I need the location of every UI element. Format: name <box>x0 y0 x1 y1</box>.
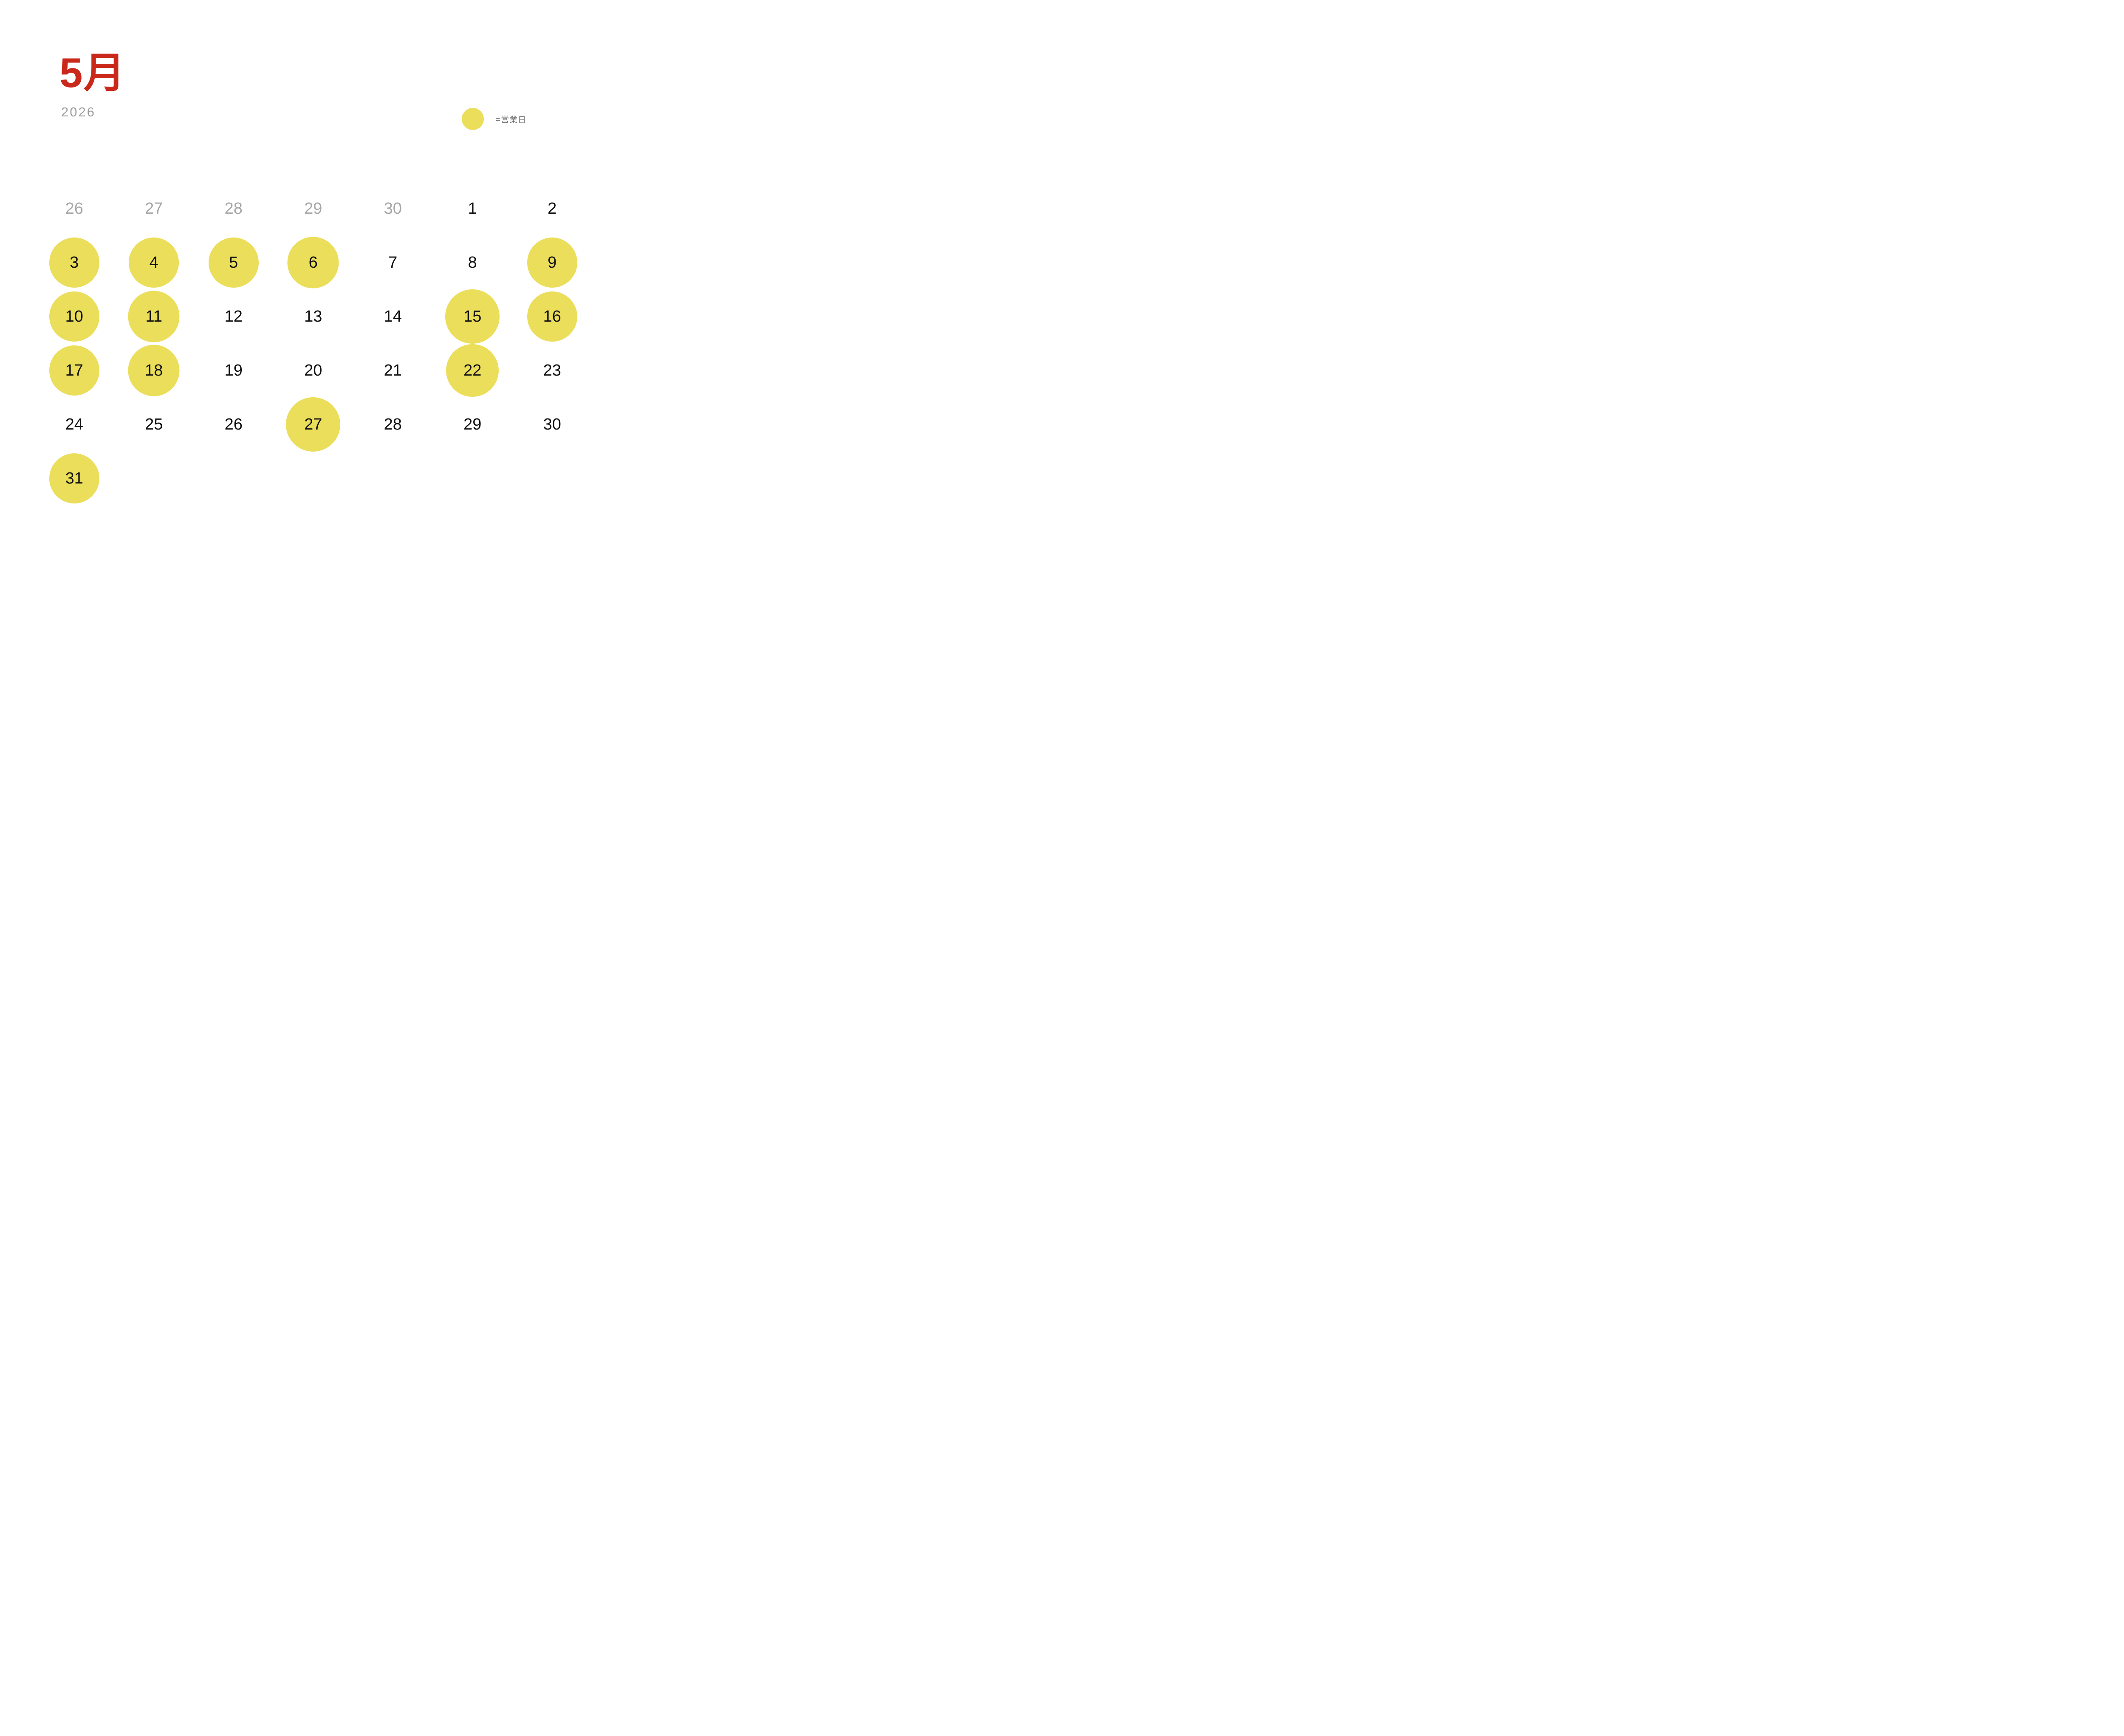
day-cell: 26 <box>194 397 274 451</box>
day-cell: 27 <box>274 397 353 452</box>
day-number: 17 <box>65 361 83 379</box>
day-cell: 28 <box>353 397 433 451</box>
day-number: 23 <box>543 361 561 379</box>
day-cell: 21 <box>353 343 433 397</box>
day-number: 22 <box>463 361 482 379</box>
open-day-dot-icon <box>462 108 484 130</box>
open-day-circle <box>445 289 500 344</box>
day-cell: 23 <box>512 343 592 397</box>
open-day-circle <box>49 345 99 396</box>
empty-cell <box>512 451 592 505</box>
day-number: 12 <box>224 307 243 325</box>
day-cell: 27 <box>114 181 194 235</box>
day-number: 31 <box>65 469 83 487</box>
open-day-circle <box>527 291 577 342</box>
day-cell: 8 <box>433 235 513 289</box>
day-cell: 31 <box>34 451 114 505</box>
open-day-circle <box>208 237 259 288</box>
empty-cell <box>353 451 433 505</box>
day-cell: 2 <box>512 181 592 235</box>
day-cell: 7 <box>353 235 433 289</box>
open-day-circle <box>286 397 341 452</box>
day-cell: 30 <box>353 181 433 235</box>
empty-cell <box>274 451 353 505</box>
day-number: 18 <box>145 361 163 379</box>
day-number: 10 <box>65 307 83 325</box>
day-cell: 3 <box>34 235 114 289</box>
day-number: 7 <box>388 253 398 271</box>
day-cell: 26 <box>34 181 114 235</box>
open-day-circle <box>128 345 180 396</box>
day-number: 28 <box>224 199 243 218</box>
empty-cell <box>194 451 274 505</box>
day-cell: 6 <box>274 235 353 289</box>
year-label: 2026 <box>61 105 96 119</box>
legend-label: =営業日 <box>496 115 527 124</box>
day-number: 1 <box>468 199 477 218</box>
day-cell: 14 <box>353 289 433 343</box>
month-title: 5月 <box>59 49 126 96</box>
day-cell: 11 <box>114 289 194 343</box>
day-number: 26 <box>65 199 83 218</box>
empty-cell <box>114 451 194 505</box>
day-number: 2 <box>548 199 557 218</box>
day-number: 28 <box>384 415 402 433</box>
day-cell: 30 <box>512 397 592 451</box>
day-number: 11 <box>145 307 162 325</box>
day-number: 29 <box>304 199 322 218</box>
day-number: 4 <box>149 253 158 271</box>
day-cell: 22 <box>433 343 513 397</box>
day-cell: 1 <box>433 181 513 235</box>
day-cell: 10 <box>34 289 114 343</box>
day-cell: 18 <box>114 343 194 397</box>
day-number: 5 <box>229 253 238 271</box>
day-cell: 29 <box>433 397 513 451</box>
day-number: 15 <box>463 307 482 325</box>
open-day-circle <box>49 453 99 503</box>
legend: =営業日 <box>462 108 526 130</box>
day-number: 27 <box>304 415 322 433</box>
calendar-grid: 26 27 28 29 30 1 2 3 4 5 6 7 8 9 10 11 12 13 14 15 16 17 18 19 2… <box>34 181 592 505</box>
day-number: 8 <box>468 253 477 271</box>
day-number: 13 <box>304 307 322 325</box>
day-cell: 20 <box>274 343 353 397</box>
day-cell: 5 <box>194 235 274 289</box>
day-number: 3 <box>70 253 79 271</box>
day-number: 6 <box>308 253 318 271</box>
open-day-circle <box>527 237 577 288</box>
day-number: 16 <box>543 307 561 325</box>
day-number: 21 <box>384 361 402 379</box>
day-cell: 25 <box>114 397 194 451</box>
day-cell: 29 <box>274 181 353 235</box>
day-cell: 15 <box>433 289 513 344</box>
empty-cell <box>433 451 513 505</box>
open-day-circle <box>49 237 99 288</box>
open-day-circle <box>446 344 499 397</box>
day-cell: 13 <box>274 289 353 343</box>
open-day-circle <box>287 237 339 288</box>
open-day-circle <box>128 291 180 342</box>
day-number: 30 <box>543 415 561 433</box>
day-cell: 12 <box>194 289 274 343</box>
day-cell: 28 <box>194 181 274 235</box>
open-day-circle <box>49 291 99 342</box>
day-number: 25 <box>145 415 163 433</box>
day-number: 9 <box>548 253 557 271</box>
day-number: 27 <box>145 199 163 218</box>
day-cell: 4 <box>114 235 194 289</box>
day-cell: 19 <box>194 343 274 397</box>
day-number: 19 <box>224 361 243 379</box>
day-cell: 16 <box>512 289 592 343</box>
day-number: 30 <box>384 199 402 218</box>
day-cell: 24 <box>34 397 114 451</box>
day-number: 29 <box>463 415 482 433</box>
day-number: 20 <box>304 361 322 379</box>
day-number: 26 <box>224 415 243 433</box>
day-number: 24 <box>65 415 83 433</box>
day-cell: 17 <box>34 343 114 397</box>
open-day-circle <box>129 237 179 288</box>
day-cell: 9 <box>512 235 592 289</box>
day-number: 14 <box>384 307 402 325</box>
